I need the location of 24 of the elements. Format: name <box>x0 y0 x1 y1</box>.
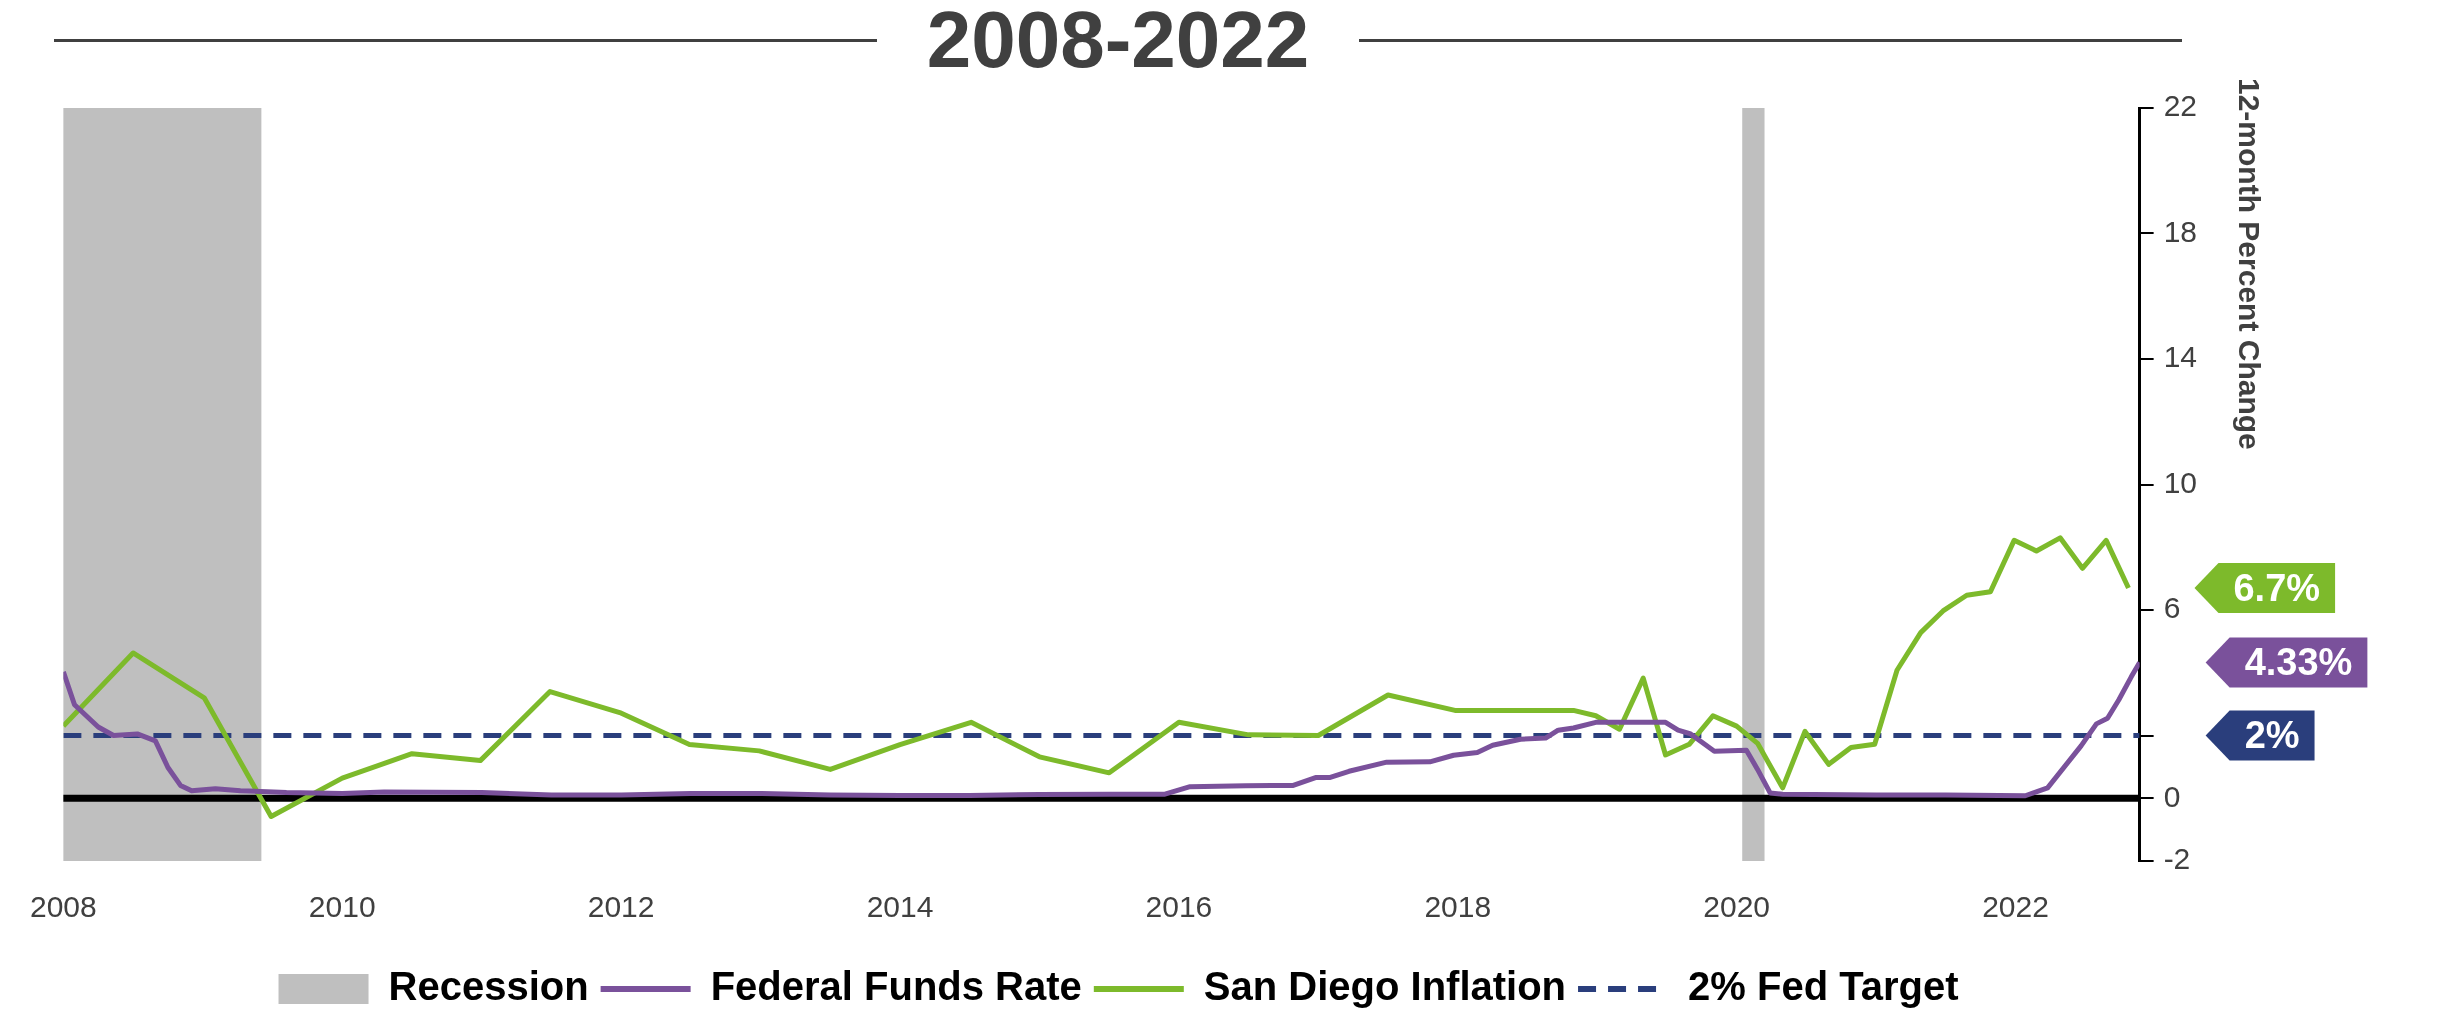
legend-label: San Diego Inflation <box>1203 964 1567 1009</box>
text: 6.7% <box>2233 566 2321 609</box>
y-tick-label: 6 <box>2163 591 2181 625</box>
y-tick-label: 18 <box>2163 214 2198 248</box>
legend-label: Recession <box>388 964 589 1009</box>
x-tick-label: 2020 <box>1703 890 1771 924</box>
x-tick-label: 2014 <box>866 890 934 924</box>
legend-label: 2% Fed Target <box>1688 964 1959 1009</box>
y-tick-label: 0 <box>2163 779 2181 813</box>
x-tick-label: 2010 <box>308 890 376 924</box>
legend-label: Federal Funds Rate <box>710 964 1082 1009</box>
y-axis-title: 12-month Percent Change <box>2232 78 2266 450</box>
x-tick-label: 2016 <box>1145 890 1213 924</box>
x-tick-label: 2012 <box>587 890 655 924</box>
y-tick-label: 14 <box>2163 340 2198 374</box>
x-tick-label: 2022 <box>1982 890 2049 924</box>
y-tick-label: 10 <box>2163 465 2198 499</box>
y-tick-label: -2 <box>2163 842 2191 876</box>
text: 4.33% <box>2244 640 2353 683</box>
y-tick-label: 22 <box>2163 89 2198 123</box>
chart-title: 2008-2022 <box>925 0 1311 86</box>
text: 2% <box>2244 713 2300 756</box>
x-tick-label: 2008 <box>29 890 97 924</box>
x-tick-label: 2018 <box>1424 890 1492 924</box>
